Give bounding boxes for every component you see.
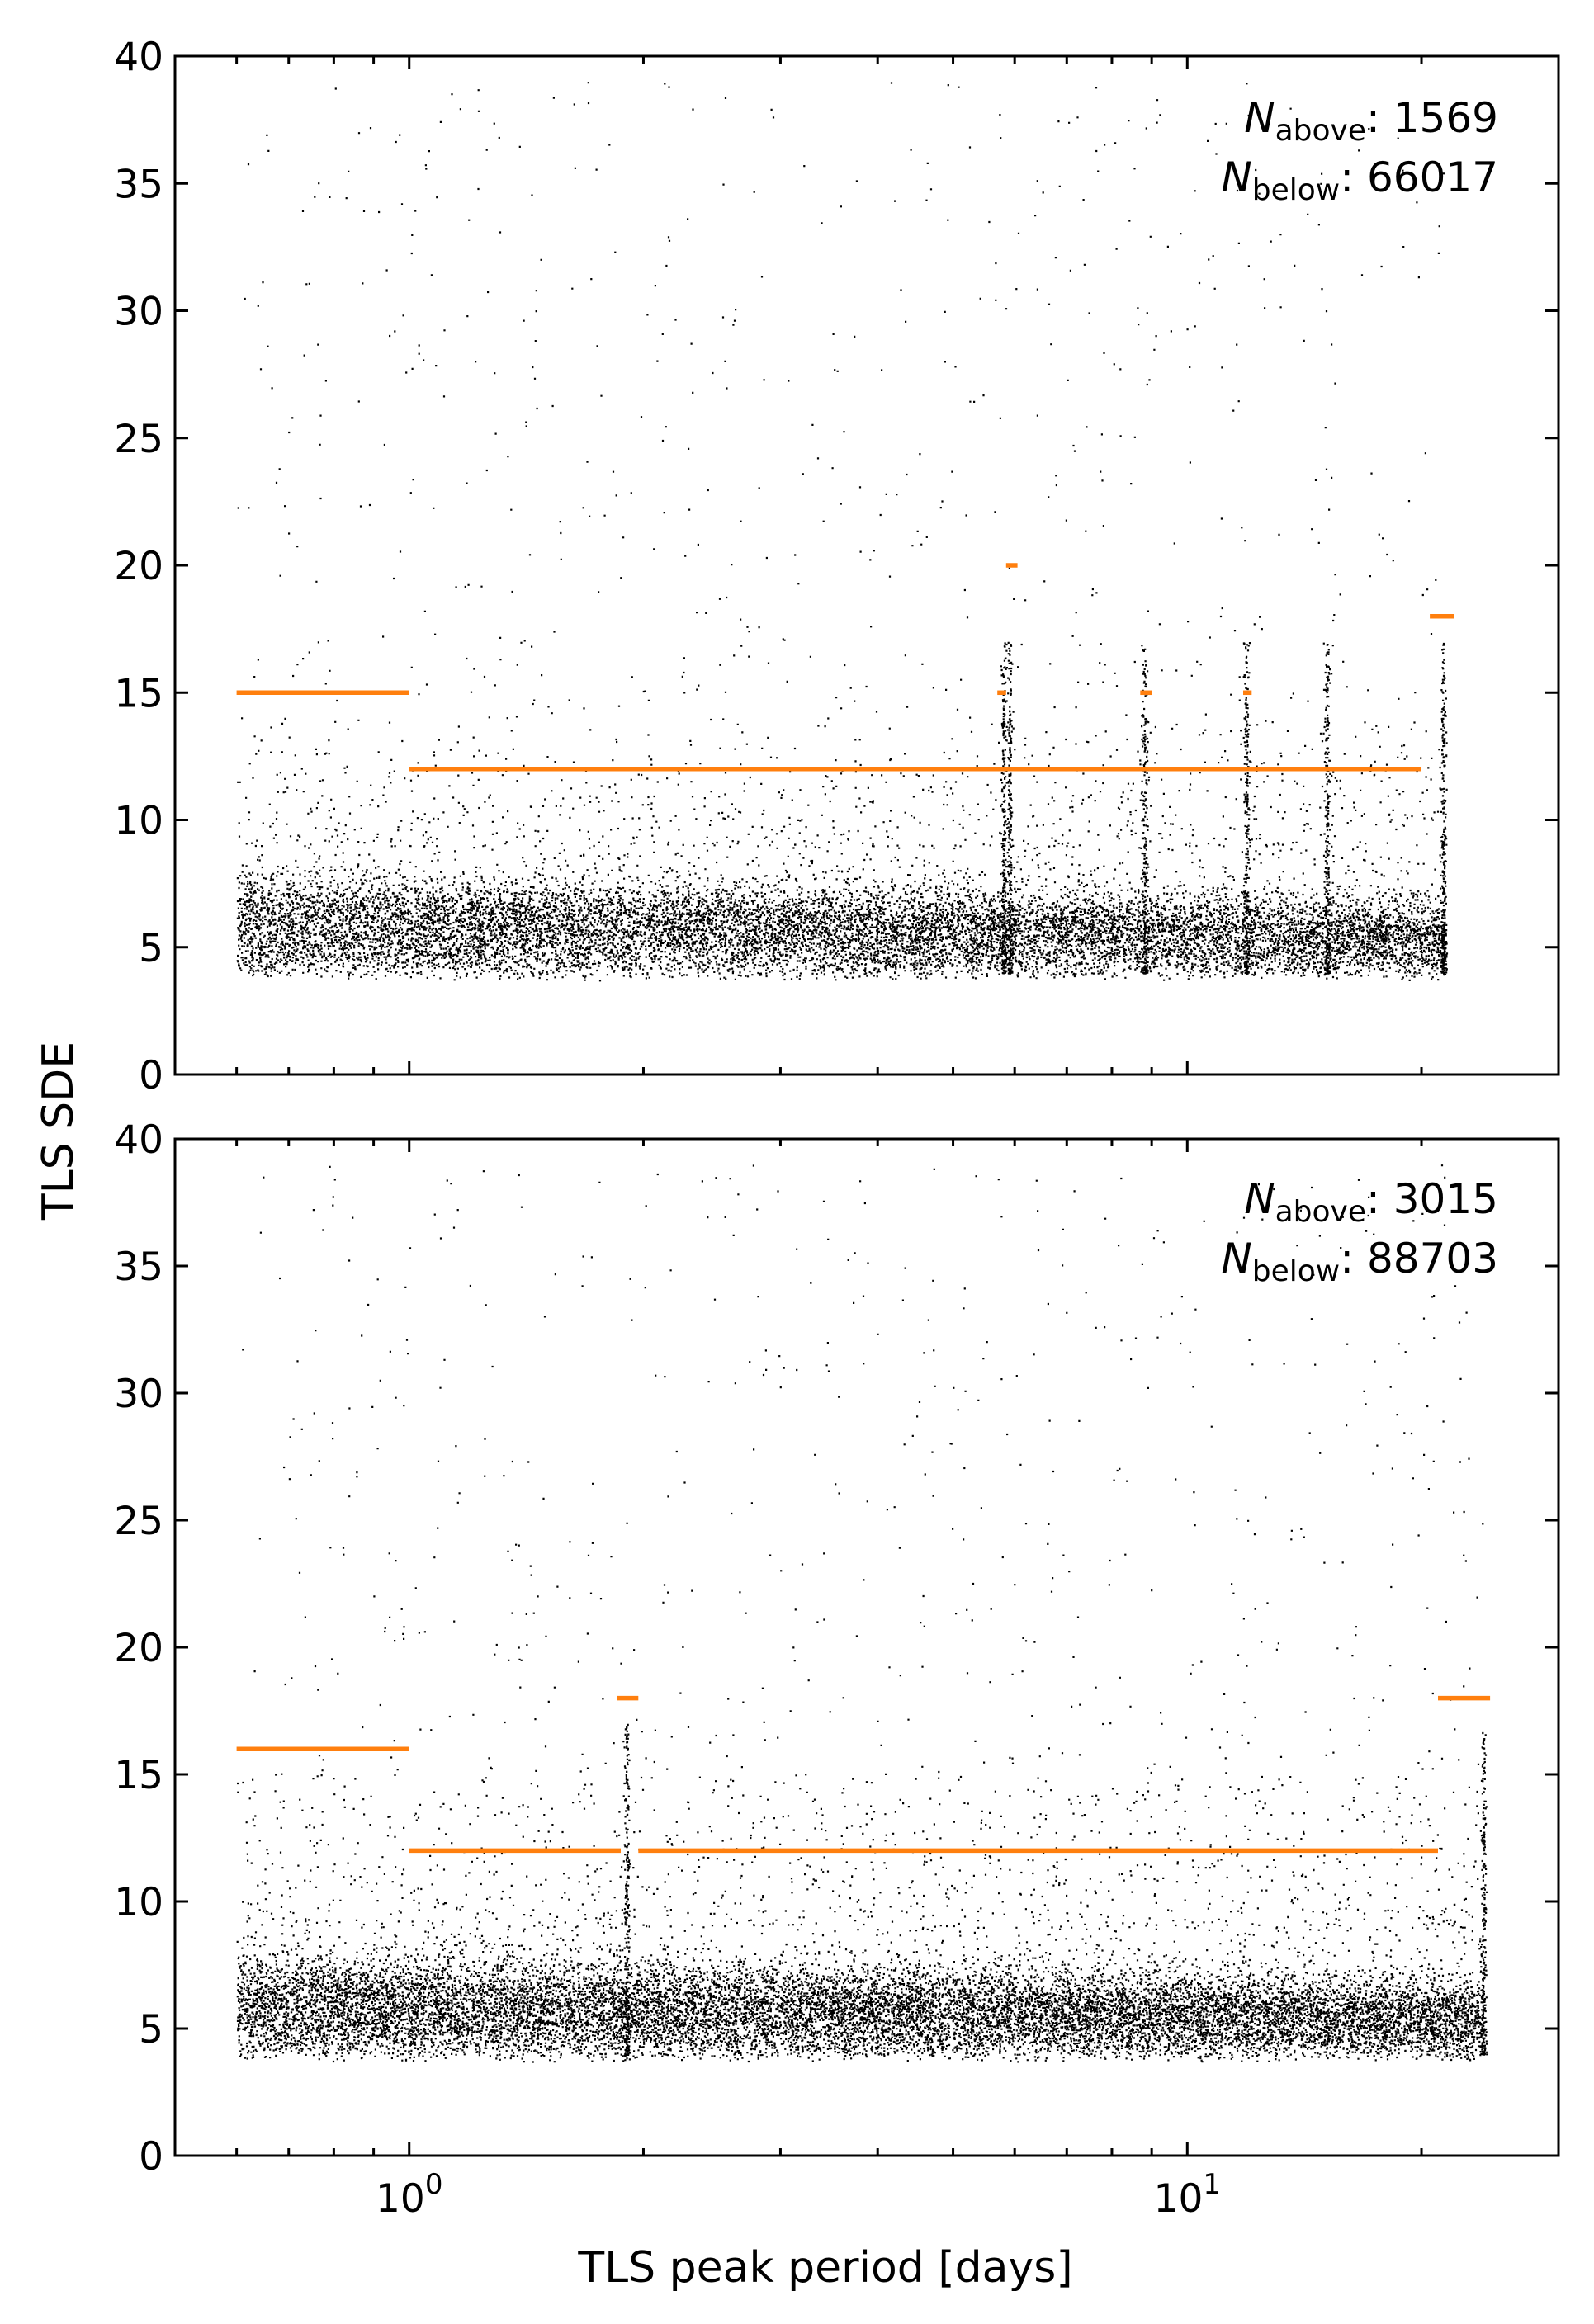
bottom-panel: 0 5 10 15 20 25 30 35 40 Nabove: 3015 Nbelow: 88… (114, 1117, 1560, 2180)
y-tick-label: 35 (114, 162, 163, 207)
x-axis-label: TLS peak period [days] (577, 2243, 1072, 2293)
bottom-n-above-annotation: Nabove: 3015 (1244, 1175, 1498, 1229)
y-tick-label: 10 (114, 1880, 163, 1925)
x-tick-label: 100 (376, 2168, 442, 2222)
y-tick-label: 15 (114, 671, 163, 716)
y-tick-label: 20 (114, 544, 163, 589)
top-n-below-annotation: Nbelow: 66017 (1221, 154, 1498, 207)
y-tick-label: 5 (139, 2007, 163, 2052)
top-scatter-points (236, 82, 1449, 982)
y-tick-label: 0 (139, 1053, 163, 1098)
scatter-points (236, 1164, 1488, 2063)
bottom-n-below-annotation: Nbelow: 88703 (1221, 1235, 1498, 1288)
y-tick-label: 15 (114, 1753, 163, 1798)
bottom-threshold-lines (236, 1695, 1491, 1854)
y-axis-label: TLS SDE (34, 1042, 83, 1221)
y-tick-label: 0 (139, 2134, 163, 2180)
y-tick-label: 10 (114, 799, 163, 844)
top-n-above-annotation: Nabove: 1569 (1244, 94, 1498, 148)
top-threshold-lines (236, 563, 1454, 772)
y-tick-label: 20 (114, 1626, 163, 1671)
y-tick-label: 25 (114, 417, 163, 462)
x-tick-labels: 100 101 (376, 2168, 1221, 2222)
top-panel: 0 5 10 15 20 25 30 35 40 Nabove: 1569 Nbelow: 66… (114, 35, 1560, 1098)
y-tick-label: 25 (114, 1499, 163, 1544)
y-tick-label: 40 (114, 1117, 163, 1163)
bottom-scatter-points (236, 1164, 1488, 2063)
y-tick-label: 5 (139, 926, 163, 971)
scatter-points (236, 82, 1449, 982)
y-tick-label: 30 (114, 1372, 163, 1417)
y-tick-label: 40 (114, 35, 163, 80)
bottom-ticks: 0 5 10 15 20 25 30 35 40 (114, 1117, 1560, 2180)
y-tick-label: 30 (114, 290, 163, 335)
x-tick-label: 101 (1154, 2168, 1221, 2222)
y-tick-label: 35 (114, 1245, 163, 1290)
top-ticks: 0 5 10 15 20 25 30 35 40 (114, 35, 1560, 1098)
